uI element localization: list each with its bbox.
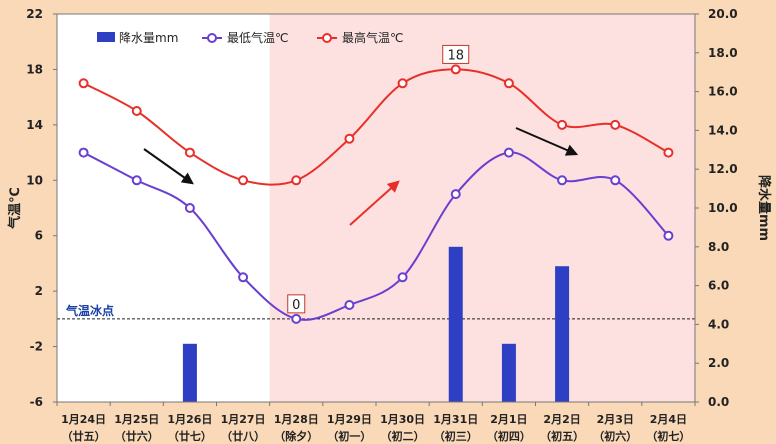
legend-label-min: 最低气温℃	[227, 30, 288, 45]
y-left-axis-title: 气温℃	[7, 187, 23, 229]
x-tick-label-date: 1月28日	[274, 413, 319, 426]
max-temp-point	[503, 78, 514, 89]
y-right-tick-label: 14.0	[708, 123, 738, 137]
min-temp-point	[344, 300, 355, 310]
max-temp-point	[663, 147, 674, 158]
max-temp-point	[610, 119, 621, 130]
x-tick-label-date: 2月4日	[650, 413, 687, 426]
max-temp-point	[131, 106, 142, 116]
min-temp-point	[238, 272, 249, 283]
max-temp-point	[450, 64, 461, 75]
y-left-tick-label: 14	[26, 118, 43, 132]
x-tick-label-date: 1月30日	[380, 413, 425, 426]
x-tick-label-lunar: （初三）	[434, 429, 478, 443]
y-left-tick-label: -2	[30, 340, 43, 354]
legend-swatch-precip	[97, 32, 115, 42]
y-right-tick-label: 0.0	[708, 395, 729, 409]
y-right-axis-title: 降水量mm	[756, 175, 772, 241]
max-temp-point	[557, 119, 568, 130]
y-right-tick-label: 4.0	[708, 317, 729, 331]
x-tick-label-lunar: （初一）	[327, 429, 371, 443]
precip-bar	[501, 343, 516, 402]
min-temp-point	[503, 147, 514, 158]
annotation-label: 0	[292, 298, 300, 313]
min-temp-point	[291, 313, 302, 324]
annotation-box	[287, 294, 306, 314]
freezing-line-label: 气温冰点	[65, 303, 114, 318]
x-tick-label-date: 2月1日	[490, 413, 527, 426]
x-tick-label-lunar: （廿八）	[221, 429, 265, 443]
x-tick-label-date: 1月27日	[221, 413, 266, 426]
precip-bar	[448, 246, 463, 402]
trend-arrow-down-late	[515, 127, 579, 156]
trend-arrow-down	[143, 148, 194, 185]
x-tick-label-date: 1月31日	[433, 413, 478, 426]
x-tick-label-lunar: （初五）	[540, 429, 584, 443]
legend-marker-min	[207, 33, 217, 43]
min-temp-point	[184, 203, 195, 213]
y-left-tick-label: 2	[35, 284, 43, 298]
min-temp-point	[397, 272, 408, 283]
legend-marker-max	[322, 33, 332, 43]
min-temp-point	[557, 175, 568, 186]
x-tick-label-lunar: （初四）	[487, 429, 531, 443]
x-tick-label-lunar: （初二）	[381, 429, 425, 443]
x-tick-label-date: 1月25日	[114, 413, 159, 426]
y-left-tick-label: 18	[26, 62, 43, 76]
x-tick-label-lunar: （廿五）	[62, 429, 106, 443]
y-right-tick-label: 10.0	[708, 201, 738, 215]
annotation-label: 18	[447, 48, 464, 63]
y-right-tick-label: 20.0	[708, 7, 738, 21]
min-temp-point	[610, 175, 621, 186]
y-left-tick-label: -6	[30, 395, 43, 409]
x-tick-label-lunar: （初七）	[646, 429, 690, 443]
y-left-tick-label: 10	[26, 173, 43, 187]
max-temp-point	[78, 78, 89, 89]
y-right-tick-label: 2.0	[708, 356, 729, 370]
max-temp-point	[184, 147, 195, 158]
precip-bar	[182, 343, 197, 402]
trend-arrow-up	[349, 180, 400, 226]
x-tick-label-date: 2月2日	[543, 413, 580, 426]
min-temp-point	[663, 230, 674, 241]
holiday-shade	[269, 14, 695, 402]
y-right-tick-label: 16.0	[708, 85, 738, 99]
min-temp-point	[78, 147, 89, 158]
max-temp-point	[397, 78, 408, 89]
y-right-tick-label: 8.0	[708, 240, 729, 254]
x-tick-label-lunar: （初六）	[593, 429, 637, 443]
x-tick-label-lunar: （廿六）	[115, 429, 159, 443]
legend-label-precip: 降水量mm	[119, 31, 178, 45]
x-tick-label-date: 1月24日	[61, 413, 106, 426]
max-temp-point	[238, 175, 249, 186]
max-temp-point	[291, 175, 302, 186]
annotation-box	[442, 44, 470, 64]
y-right-tick-label: 18.0	[708, 46, 738, 60]
precip-bar	[555, 266, 570, 402]
min-temp-point	[131, 175, 142, 186]
x-tick-label-date: 1月26日	[167, 413, 212, 426]
y-left-tick-label: 22	[26, 7, 43, 21]
min-temp-point	[450, 189, 461, 200]
y-right-tick-label: 6.0	[708, 279, 729, 293]
x-tick-label-lunar: （除夕）	[274, 429, 318, 443]
x-tick-label-date: 2月3日	[597, 413, 634, 426]
x-tick-label-lunar: （廿七）	[168, 429, 212, 443]
x-tick-label-date: 1月29日	[327, 413, 372, 426]
max-temp-point	[344, 133, 355, 144]
y-left-tick-label: 6	[35, 229, 43, 243]
legend: 降水量mm 最低气温℃ 最高气温℃	[97, 30, 403, 45]
legend-label-max: 最高气温℃	[342, 30, 403, 45]
y-right-tick-label: 12.0	[708, 162, 738, 176]
